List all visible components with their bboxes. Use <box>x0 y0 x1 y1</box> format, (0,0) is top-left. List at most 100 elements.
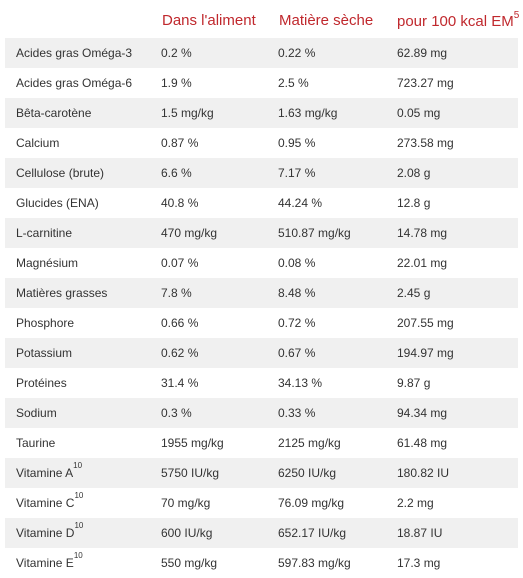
value-per-100kcal: 2.45 g <box>397 286 431 300</box>
value-food: 1955 mg/kg <box>161 436 224 450</box>
value-dry-matter: 8.48 % <box>278 286 316 300</box>
table-header: Dans l'aliment Matière sèche pour 100 kc… <box>0 0 523 38</box>
table-row: Vitamine A10 5750 IU/kg 6250 IU/kg 180.82 I… <box>5 458 518 488</box>
value-dry-matter: 34.13 % <box>278 376 323 390</box>
table-row: L-carnitine 470 mg/kg 510.87 mg/kg 14.78 mg <box>5 218 518 248</box>
footnote-marker: 10 <box>74 521 84 530</box>
value-food: 1.9 % <box>161 76 192 90</box>
value-food: 0.87 % <box>161 136 199 150</box>
header-dry-matter: Matière sèche <box>279 12 374 29</box>
nutrient-name-text: Vitamine D <box>16 526 75 540</box>
value-per-100kcal: 0.05 mg <box>397 106 441 120</box>
value-dry-matter: 44.24 % <box>278 196 323 210</box>
nutrient-name: Glucides (ENA) <box>16 188 99 218</box>
table-row: Vitamine C10 70 mg/kg 76.09 mg/kg 2.2 mg <box>5 488 518 518</box>
nutrient-name-text: Magnésium <box>16 256 79 270</box>
table-row: Magnésium 0.07 % 0.08 % 22.01 mg <box>5 248 518 278</box>
table-row: Cellulose (brute) 6.6 % 7.17 % 2.08 g <box>5 158 518 188</box>
value-per-100kcal: 194.97 mg <box>397 346 454 360</box>
value-food: 7.8 % <box>161 286 192 300</box>
value-per-100kcal: 22.01 mg <box>397 256 448 270</box>
table-row: Matières grasses 7.8 % 8.48 % 2.45 g <box>5 278 518 308</box>
table-row: Acides gras Oméga-3 0.2 % 0.22 % 62.89 mg <box>5 38 518 68</box>
table-row: Potassium 0.62 % 0.67 % 194.97 mg <box>5 338 518 368</box>
table-row: Sodium 0.3 % 0.33 % 94.34 mg <box>5 398 518 428</box>
header-per-100kcal-label: pour 100 kcal EM <box>397 13 514 30</box>
nutrient-name: Potassium <box>16 338 72 368</box>
nutrient-name-text: Bêta-carotène <box>16 106 92 120</box>
value-dry-matter: 2125 mg/kg <box>278 436 341 450</box>
value-food: 70 mg/kg <box>161 496 211 510</box>
value-per-100kcal: 2.2 mg <box>397 496 434 510</box>
header-footnote: 5 <box>513 10 520 21</box>
nutrient-name: Magnésium <box>16 248 78 278</box>
nutrient-name: Vitamine E10 <box>16 548 83 578</box>
footnote-marker: 10 <box>74 491 84 500</box>
value-per-100kcal: 207.55 mg <box>397 316 454 330</box>
value-food: 0.2 % <box>161 46 192 60</box>
value-dry-matter: 0.72 % <box>278 316 316 330</box>
nutrient-name-text: Protéines <box>16 376 67 390</box>
header-per-100kcal: pour 100 kcal EM5 <box>397 10 520 30</box>
value-dry-matter: 510.87 mg/kg <box>278 226 351 240</box>
nutrient-name: Matières grasses <box>16 278 107 308</box>
table-row: Vitamine D10 600 IU/kg 652.17 IU/kg 18.87 I… <box>5 518 518 548</box>
value-dry-matter: 0.67 % <box>278 346 316 360</box>
value-per-100kcal: 2.08 g <box>397 166 431 180</box>
value-dry-matter: 597.83 mg/kg <box>278 556 351 570</box>
nutrient-name: Cellulose (brute) <box>16 158 104 188</box>
nutrient-name-text: Matières grasses <box>16 286 108 300</box>
value-food: 5750 IU/kg <box>161 466 220 480</box>
value-food: 0.07 % <box>161 256 199 270</box>
nutrient-name: Phosphore <box>16 308 74 338</box>
nutrient-name-text: Acides gras Oméga-6 <box>16 76 133 90</box>
value-per-100kcal: 62.89 mg <box>397 46 448 60</box>
nutrient-name-text: Glucides (ENA) <box>16 196 99 210</box>
value-food: 0.66 % <box>161 316 199 330</box>
nutrient-name-text: Phosphore <box>16 316 75 330</box>
value-dry-matter: 7.17 % <box>278 166 316 180</box>
nutrient-name: Vitamine D10 <box>16 518 83 548</box>
nutrient-name-text: Cellulose (brute) <box>16 166 105 180</box>
table-row: Protéines 31.4 % 34.13 % 9.87 g <box>5 368 518 398</box>
nutrient-name-text: Sodium <box>16 406 57 420</box>
nutrient-name: Vitamine A10 <box>16 458 82 488</box>
nutrient-name-text: Acides gras Oméga-3 <box>16 46 133 60</box>
nutrient-name: Vitamine C10 <box>16 488 83 518</box>
value-dry-matter: 76.09 mg/kg <box>278 496 345 510</box>
value-food: 40.8 % <box>161 196 199 210</box>
value-food: 1.5 mg/kg <box>161 106 214 120</box>
nutrient-name: L-carnitine <box>16 218 72 248</box>
value-dry-matter: 2.5 % <box>278 76 309 90</box>
table-row: Acides gras Oméga-6 1.9 % 2.5 % 723.27 mg <box>5 68 518 98</box>
nutrient-name-text: Vitamine C <box>16 496 75 510</box>
value-per-100kcal: 18.87 IU <box>397 526 443 540</box>
nutrient-name: Bêta-carotène <box>16 98 91 128</box>
value-dry-matter: 0.08 % <box>278 256 316 270</box>
value-dry-matter: 1.63 mg/kg <box>278 106 338 120</box>
nutrient-name-text: Vitamine E <box>16 556 74 570</box>
nutrient-name-text: Vitamine A <box>16 466 74 480</box>
value-dry-matter: 6250 IU/kg <box>278 466 337 480</box>
nutrient-name-text: L-carnitine <box>16 226 73 240</box>
nutrient-name: Protéines <box>16 368 67 398</box>
nutrient-name: Calcium <box>16 128 59 158</box>
footnote-marker: 10 <box>73 551 83 560</box>
value-food: 0.62 % <box>161 346 199 360</box>
nutrient-name: Sodium <box>16 398 57 428</box>
nutrient-name-text: Potassium <box>16 346 73 360</box>
value-dry-matter: 0.33 % <box>278 406 316 420</box>
value-per-100kcal: 14.78 mg <box>397 226 448 240</box>
header-food: Dans l'aliment <box>162 12 256 29</box>
table-row: Calcium 0.87 % 0.95 % 273.58 mg <box>5 128 518 158</box>
nutrient-name: Taurine <box>16 428 55 458</box>
value-dry-matter: 0.22 % <box>278 46 316 60</box>
value-food: 6.6 % <box>161 166 192 180</box>
nutrient-name-text: Taurine <box>16 436 56 450</box>
value-food: 550 mg/kg <box>161 556 218 570</box>
value-per-100kcal: 723.27 mg <box>397 76 454 90</box>
nutrient-name: Acides gras Oméga-6 <box>16 68 132 98</box>
footnote-marker: 10 <box>73 461 83 470</box>
nutrient-name-text: Calcium <box>16 136 60 150</box>
